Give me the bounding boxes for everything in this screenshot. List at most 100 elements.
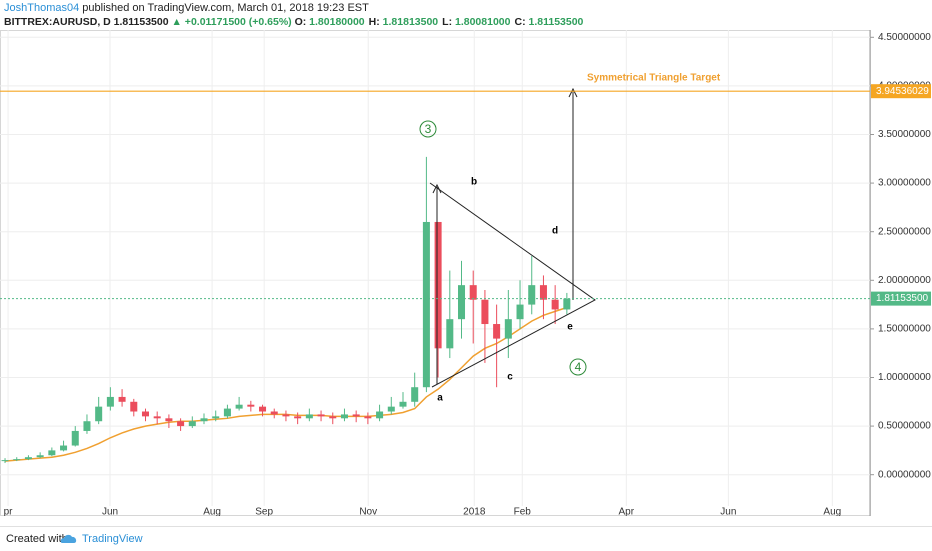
ohlc-label: L: (442, 16, 453, 28)
ohlc-label: C: (514, 16, 526, 28)
y-tick-label: 1.00000000 (878, 372, 931, 383)
ohlc-value: 1.81813500 (382, 16, 439, 28)
annotation: a (437, 393, 443, 404)
candle-body (481, 299, 489, 325)
y-tick-label: 4.50000000 (878, 32, 931, 43)
arrow-head (432, 183, 442, 194)
annotation: e (567, 322, 573, 333)
candle-body (141, 411, 149, 417)
candle-body (422, 221, 430, 388)
header-line-2: BITTREX:AURUSD, D 1.81153500 ▲ +0.011715… (4, 16, 587, 28)
y-tick-label: 2.50000000 (878, 226, 931, 237)
candle-body (317, 414, 325, 417)
change: ▲ +0.01171500 (+0.65%) (171, 16, 292, 28)
candle-body (387, 406, 395, 412)
ohlc-value: 1.80180000 (309, 16, 365, 28)
candle-body (13, 459, 21, 461)
candle-body (247, 404, 255, 407)
footer: Created with TradingView (0, 526, 932, 551)
ohlc-value: 1.80081000 (455, 16, 511, 28)
candle-body (551, 299, 559, 310)
y-tick-label: 3.50000000 (878, 129, 931, 140)
ohlc-label: O: (294, 16, 307, 28)
y-tick-label: 3.00000000 (878, 178, 931, 189)
candle-body (95, 406, 103, 422)
candle-body (130, 401, 138, 412)
target-line-tag (871, 84, 931, 99)
logo-cloud (60, 534, 77, 543)
candle-body (282, 414, 290, 417)
footer-text: Created with (6, 533, 68, 545)
ohlc-label: H: (368, 16, 380, 28)
x-tick-label: Jun (102, 507, 118, 516)
x-tick-label: Aug (203, 507, 221, 516)
candle-body (399, 401, 407, 407)
candle-body (200, 418, 208, 422)
last-price-line-label: 1.81153500 (876, 293, 929, 304)
candle-body (411, 387, 419, 402)
target-line-label: 3.94536029 (876, 86, 929, 97)
price: 1.81153500 (113, 16, 169, 28)
x-tick-label: Aug (823, 507, 841, 516)
chart: Symmetrical Triangle Target 3 4 a b c d … (0, 30, 931, 516)
candle-body (1, 460, 9, 462)
candle-body (516, 304, 524, 320)
candle-body (340, 414, 348, 419)
candle-body (259, 406, 267, 412)
annotation: d (552, 226, 558, 237)
triangle-drawing (429, 87, 596, 388)
x-tick-label: pr (4, 507, 14, 516)
ohlc: O: 1.80180000 H: 1.81813500 L: 1.80081000 C… (295, 16, 588, 28)
candle-body (457, 285, 466, 320)
annotation: b (471, 177, 477, 188)
candle-body (376, 411, 384, 419)
candle-body (153, 416, 161, 419)
published: published on TradingView.com, March 01, … (82, 2, 369, 14)
candle-body (539, 285, 547, 300)
author[interactable]: JoshThomas04 (4, 2, 80, 14)
candle-body (60, 445, 68, 451)
candle-body (24, 457, 32, 460)
x-tick-label: Apr (619, 507, 635, 516)
annotation: c (507, 372, 513, 383)
moving-average (4, 306, 568, 462)
x-tick-label: Feb (514, 507, 532, 516)
candle-body (165, 418, 173, 422)
x-tick-label: Nov (359, 507, 377, 516)
x-tick-label: Jun (720, 507, 736, 516)
candle-body (294, 416, 302, 419)
triangle (429, 182, 596, 388)
y-tick-label: 1.50000000 (878, 324, 931, 335)
candle-body (106, 396, 114, 407)
annotation: 4 (575, 360, 582, 374)
candle-body (434, 221, 442, 349)
y-tick-label: 2.00000000 (878, 275, 931, 286)
candle-body (563, 298, 571, 310)
candle-body (469, 285, 477, 300)
wave-circle (419, 120, 437, 138)
symbol: BITTREX:AURUSD, D (4, 16, 111, 28)
candle-body (270, 411, 278, 415)
y-tick-label: 0.50000000 (878, 421, 931, 432)
wave-circle (569, 358, 587, 376)
ohlc-value: 1.81153500 (528, 16, 584, 28)
candle-body (305, 414, 313, 419)
x-tick-label: Sep (255, 507, 273, 516)
candle-body (188, 421, 196, 427)
brand[interactable]: TradingView (82, 533, 143, 545)
candle-body (528, 285, 536, 305)
candle-body (364, 416, 372, 419)
candle-body (235, 404, 243, 409)
candle-body (504, 319, 512, 339)
candle-body (177, 421, 185, 427)
candle-body (71, 430, 79, 446)
annotation: Symmetrical Triangle Target (587, 73, 721, 84)
last-price-line-tag (871, 291, 931, 306)
candle-body (48, 450, 56, 456)
logo (60, 534, 77, 543)
candle-body (118, 396, 126, 402)
candle-body (83, 421, 91, 431)
candle-body (223, 408, 231, 417)
candle-body (446, 319, 454, 349)
candle-body (212, 416, 220, 419)
